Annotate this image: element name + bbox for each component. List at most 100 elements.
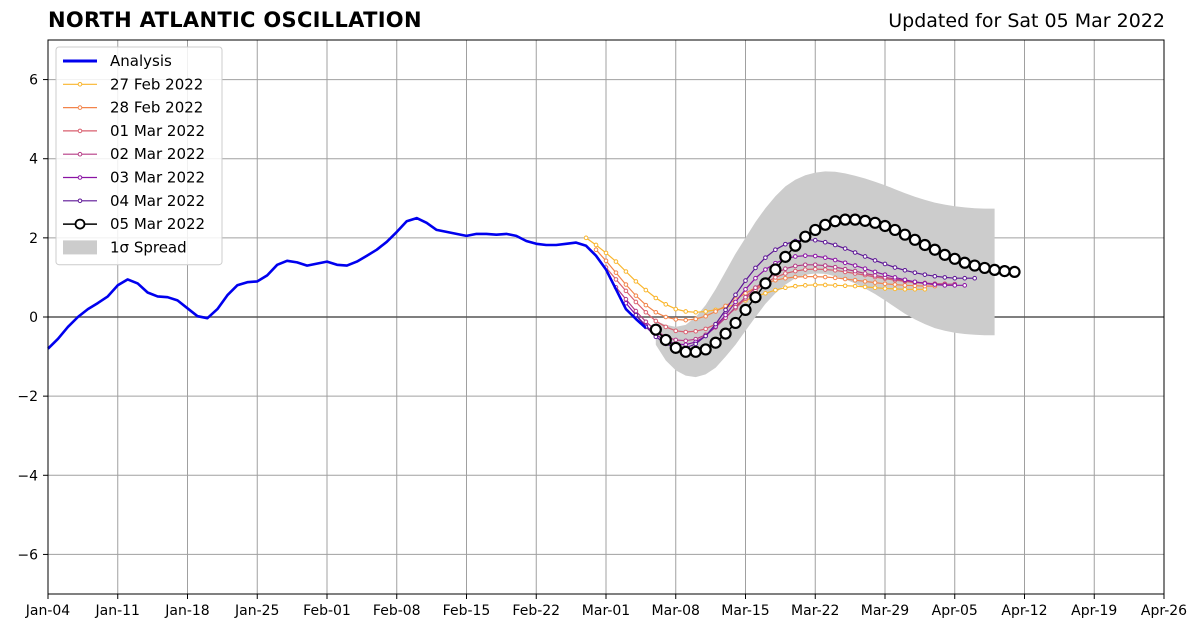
- data-point: [832, 257, 838, 263]
- data-point: [673, 317, 679, 322]
- data-point: [773, 287, 778, 293]
- data-point: [593, 247, 599, 253]
- x-tick-label: Feb-22: [512, 603, 560, 619]
- data-point: [643, 319, 649, 325]
- series-lines: [47, 213, 1021, 358]
- legend-label: Analysis: [110, 52, 172, 70]
- data-point: [952, 283, 958, 288]
- data-point: [862, 254, 868, 259]
- series-05-mar-2022: [649, 213, 1021, 358]
- data-point: [922, 281, 928, 286]
- data-point: [663, 314, 669, 320]
- data-point: [743, 287, 748, 292]
- data-point: [832, 283, 838, 288]
- data-point: [892, 286, 898, 292]
- data-point: [793, 263, 798, 269]
- data-point: [998, 264, 1011, 278]
- y-tick-label: 0: [29, 310, 38, 326]
- data-point: [802, 262, 808, 268]
- x-tick-label: Jan-25: [234, 603, 279, 619]
- data-point: [822, 282, 828, 288]
- data-point: [902, 283, 908, 288]
- data-point: [892, 282, 898, 287]
- data-point: [809, 223, 822, 237]
- data-point: [822, 239, 828, 245]
- data-point: [872, 269, 878, 275]
- data-point: [743, 294, 748, 300]
- data-point: [912, 270, 918, 275]
- data-point: [972, 275, 977, 281]
- data-point: [653, 295, 659, 301]
- data-point: [623, 269, 629, 274]
- data-point: [962, 275, 968, 281]
- data-point: [912, 279, 918, 285]
- data-point: [799, 230, 812, 243]
- legend-marker: [77, 151, 83, 157]
- chart-title: NORTH ATLANTIC OSCILLATION: [48, 8, 422, 32]
- x-tick-label: Mar-08: [652, 603, 700, 619]
- data-point: [633, 279, 639, 284]
- data-point: [852, 250, 858, 255]
- data-point: [1008, 265, 1021, 278]
- data-point: [633, 293, 639, 298]
- data-point: [763, 267, 768, 272]
- data-point: [643, 309, 649, 315]
- data-point: [683, 309, 689, 314]
- data-point: [872, 273, 878, 278]
- x-tick-label: Apr-12: [1001, 603, 1047, 619]
- data-point: [743, 290, 748, 296]
- data-point: [763, 255, 768, 260]
- x-tick-label: Feb-15: [443, 603, 491, 619]
- data-point: [669, 341, 682, 354]
- data-point: [882, 272, 888, 277]
- data-point: [852, 277, 858, 283]
- data-point: [902, 287, 908, 292]
- legend-label: 28 Feb 2022: [110, 99, 203, 117]
- data-point: [932, 273, 938, 279]
- data-point: [733, 292, 738, 298]
- data-point: [958, 256, 971, 269]
- data-point: [683, 338, 689, 344]
- axis-ticks: Jan-04 Jan-11 Jan-18 Jan-25 Feb-01 Feb-08 Feb-…: [17, 73, 1187, 619]
- data-point: [633, 312, 639, 318]
- data-point: [743, 278, 748, 283]
- x-tick-label: Jan-18: [164, 603, 209, 619]
- data-point: [689, 345, 702, 358]
- data-point: [878, 219, 892, 233]
- data-point: [729, 316, 742, 330]
- data-point: [793, 274, 798, 280]
- data-point: [892, 275, 898, 280]
- y-tick-label: 2: [29, 231, 38, 247]
- data-point: [733, 304, 738, 310]
- data-point: [783, 266, 788, 272]
- data-point: [872, 258, 878, 263]
- data-point: [918, 238, 931, 252]
- data-point: [812, 237, 818, 243]
- data-point: [583, 235, 589, 241]
- data-point: [653, 318, 659, 324]
- series-28-feb-2022: [593, 247, 938, 323]
- data-point: [862, 279, 868, 284]
- data-point: [822, 274, 828, 280]
- data-point: [773, 247, 778, 253]
- data-point: [783, 271, 788, 276]
- data-point: [753, 275, 758, 281]
- data-point: [703, 309, 708, 314]
- data-point: [673, 328, 679, 334]
- series-analysis-line: [47, 216, 647, 350]
- data-point: [802, 267, 808, 272]
- data-point: [852, 263, 858, 268]
- data-point: [693, 341, 698, 347]
- data-point: [942, 283, 948, 288]
- data-point: [673, 306, 679, 312]
- data-point: [779, 250, 792, 263]
- x-tick-label: Mar-01: [582, 603, 630, 619]
- data-point: [842, 260, 848, 266]
- data-point: [613, 277, 619, 282]
- x-tick-label: Apr-05: [932, 603, 978, 619]
- updated-date-label: Updated for Sat 05 Mar 2022: [888, 10, 1165, 32]
- legend-item: 28 Feb 2022: [63, 99, 203, 117]
- x-tick-label: Apr-26: [1141, 603, 1187, 619]
- y-tick-label: −6: [17, 547, 38, 563]
- y-tick-label: 6: [29, 73, 38, 89]
